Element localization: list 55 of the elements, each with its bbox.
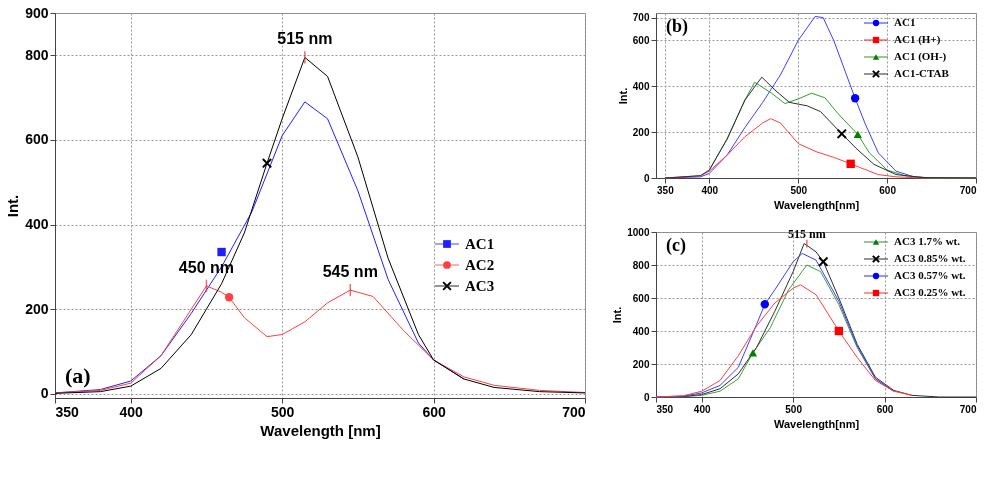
- x-tick-label: 400: [119, 403, 144, 420]
- x-tick-label: 350: [656, 403, 674, 415]
- x-tick-label: 500: [785, 403, 803, 415]
- y-tick-label: 600: [632, 35, 650, 46]
- y-tick-label: 800: [25, 46, 49, 63]
- y-tick-label: 200: [632, 126, 650, 138]
- legend-label: AC3: [465, 278, 495, 294]
- legend-label: AC3 0.25% wt.: [894, 286, 966, 298]
- y-tick-label: 200: [632, 358, 650, 370]
- y-tick-label: 700: [632, 12, 650, 24]
- y-tick-label: 400: [25, 216, 49, 233]
- x-tick-label: 350: [55, 403, 80, 420]
- y-tick-label: 0: [643, 172, 650, 184]
- y-tick-label: 1000: [627, 226, 650, 238]
- x-tick-label: 600: [876, 403, 894, 415]
- legend-label: AC3 1.7% wt.: [894, 235, 961, 247]
- y-tick-label: 0: [40, 385, 49, 402]
- x-axis-title: Wavelength[nm]: [773, 417, 860, 430]
- y-tick-label: 800: [632, 259, 650, 271]
- annotation: (b): [666, 16, 688, 37]
- x-tick-label: 600: [422, 403, 446, 420]
- y-tick-label: 0: [643, 391, 650, 403]
- y-tick-label: 400: [632, 325, 650, 337]
- y-tick-label: 900: [25, 4, 49, 21]
- legend-label: AC1: [465, 236, 495, 252]
- annotation: (c): [666, 235, 686, 256]
- x-tick-label: 500: [790, 184, 808, 196]
- legend-label: AC1 (OH-): [894, 50, 947, 63]
- annotation: 515 nm: [788, 226, 826, 241]
- x-axis-title: Wavelength[nm]: [773, 198, 860, 211]
- annotation: 515 nm: [277, 30, 333, 48]
- x-tick-label: 350: [657, 184, 675, 196]
- x-tick-label: 400: [701, 184, 719, 196]
- y-tick-label: 600: [632, 292, 650, 304]
- x-tick-label: 500: [270, 403, 295, 420]
- annotation: 545 nm: [322, 263, 378, 281]
- legend-label: AC2: [465, 257, 495, 273]
- y-axis-title: Int.: [616, 87, 629, 105]
- legend-label: AC3 0.57% wt.: [894, 269, 966, 281]
- y-axis-title: Int.: [4, 194, 22, 218]
- x-axis-title: Wavelength [nm]: [260, 421, 381, 439]
- y-axis-title: Int.: [611, 306, 624, 324]
- x-tick-label: 600: [879, 184, 897, 196]
- annotation: (a): [65, 363, 91, 388]
- x-tick-label: 700: [959, 184, 977, 196]
- legend-label: AC1-CTAB: [894, 67, 950, 79]
- legend-label: AC1 (H+): [894, 33, 941, 46]
- legend-label: AC3 0.85% wt.: [894, 252, 966, 264]
- x-tick-label: 400: [693, 403, 711, 415]
- y-tick-label: 600: [25, 131, 49, 148]
- x-tick-label: 700: [562, 403, 586, 420]
- y-tick-label: 200: [25, 300, 49, 317]
- x-tick-label: 700: [959, 403, 977, 415]
- legend-label: AC1: [894, 16, 916, 28]
- y-tick-label: 400: [632, 80, 650, 92]
